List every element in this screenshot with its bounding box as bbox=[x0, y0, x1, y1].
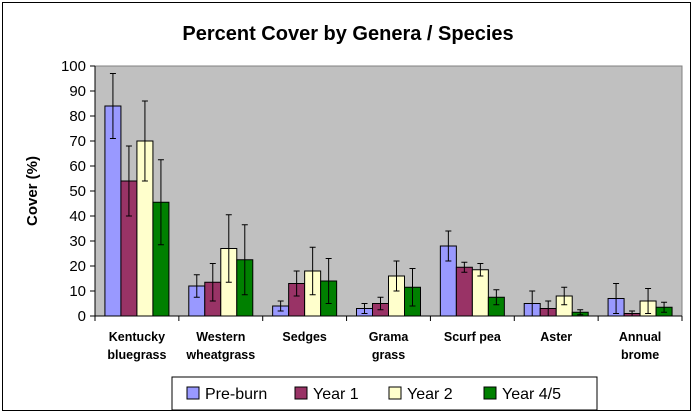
y-tick-label: 100 bbox=[61, 58, 86, 75]
x-tick-label: Kentucky bluegrass bbox=[107, 330, 166, 362]
legend-label: Year 4/5 bbox=[502, 386, 561, 403]
y-tick-label: 80 bbox=[69, 108, 86, 125]
legend-label: Year 2 bbox=[407, 386, 453, 403]
legend-swatch bbox=[186, 386, 200, 400]
legend-swatch bbox=[388, 386, 402, 400]
bar bbox=[471, 269, 489, 317]
y-tick-label: 70 bbox=[69, 133, 86, 150]
legend-swatch bbox=[483, 386, 497, 400]
plot-area: 0 10 20 30 40 50 60 70 80 90 100 Kentucky bluegrass W… bbox=[61, 58, 683, 362]
x-tick-label: Grama grass bbox=[369, 330, 410, 362]
y-tick-label: 60 bbox=[69, 158, 86, 175]
legend-box bbox=[171, 376, 598, 411]
x-tick-label: Annual brome bbox=[619, 330, 661, 362]
x-tick-label: Sedges bbox=[282, 330, 327, 344]
plot-background bbox=[94, 65, 683, 317]
y-tick-label: 90 bbox=[69, 83, 86, 100]
y-tick-label: 50 bbox=[69, 183, 86, 200]
y-tick-label: 0 bbox=[78, 308, 86, 325]
y-tick-label: 10 bbox=[69, 283, 86, 300]
y-tick-label: 30 bbox=[69, 233, 86, 250]
bar bbox=[455, 266, 473, 317]
y-axis-label: Cover (%) bbox=[24, 156, 41, 226]
x-tick-label: Western wheatgrass bbox=[185, 330, 255, 362]
y-tick-label: 40 bbox=[69, 208, 86, 225]
y-tick-label: 20 bbox=[69, 258, 86, 275]
x-tick-label: Aster bbox=[540, 330, 572, 344]
x-tick-label: Scurf pea bbox=[444, 330, 502, 344]
legend-label: Year 1 bbox=[313, 386, 359, 403]
chart-title: Percent Cover by Genera / Species bbox=[182, 23, 513, 45]
legend-label: Pre-burn bbox=[205, 386, 267, 403]
legend: Pre-burn Year 1 Year 2 Year 4/5 bbox=[171, 376, 598, 411]
legend-swatch bbox=[294, 386, 308, 400]
